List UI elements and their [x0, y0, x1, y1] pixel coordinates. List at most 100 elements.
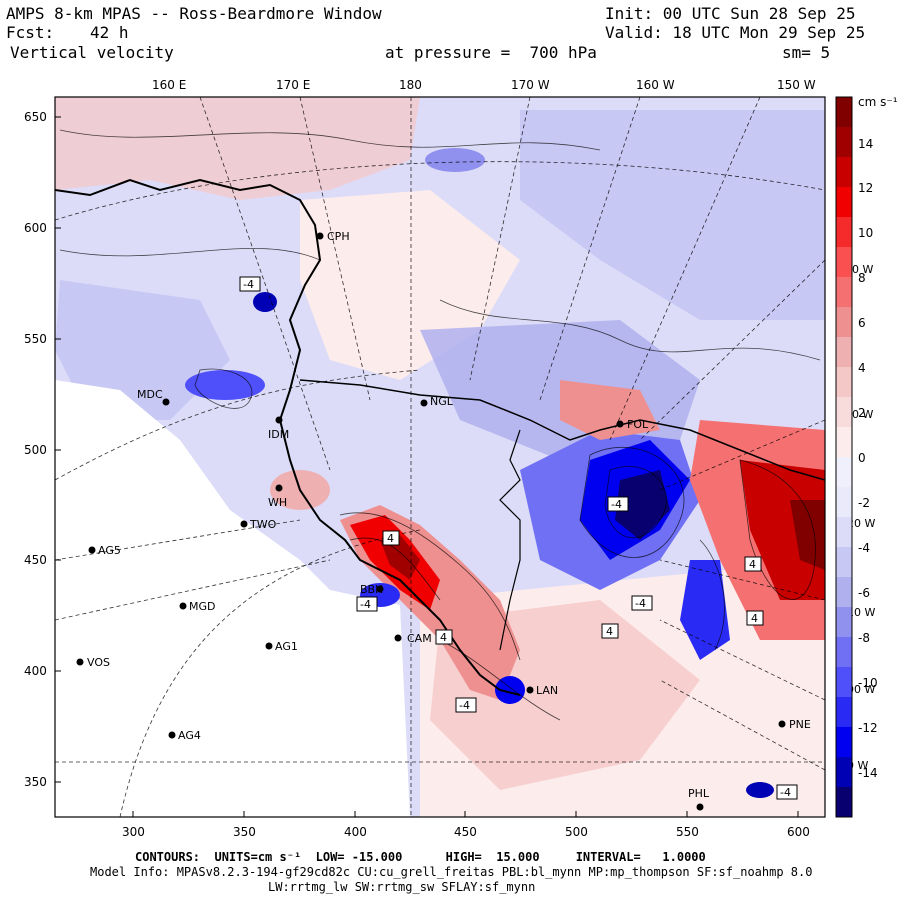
model-info: Model Info: MPASv8.2.3-194-gf29cd82c CU:… [90, 865, 813, 879]
ice-shelf-white [55, 380, 410, 817]
svg-text:MGD: MGD [189, 600, 216, 613]
init-time: Init: 00 UTC Sun 28 Sep 25 [605, 4, 856, 23]
svg-text:TWO: TWO [249, 518, 277, 531]
contour-label: -4 [776, 784, 798, 800]
lon-label-160w: 160 W [636, 78, 675, 92]
svg-text:4: 4 [751, 612, 758, 625]
contour-label: -4 [455, 697, 477, 713]
x-tick-label: 450 [454, 825, 477, 839]
colorbar-label: -4 [858, 541, 870, 555]
station-pne: PNE [778, 718, 811, 731]
svg-text:NGL: NGL [430, 395, 454, 408]
svg-text:VOS: VOS [87, 656, 110, 669]
colorbar-swatch [836, 697, 852, 728]
forecast-hour: 42 h [90, 23, 129, 42]
svg-text:4: 4 [387, 532, 394, 545]
pressure-level: at pressure = 700 hPa [385, 43, 597, 62]
x-tick-label: 500 [565, 825, 588, 839]
station-bbk: BBK [360, 583, 384, 596]
y-tick-label: 600 [24, 221, 47, 235]
colorbar-swatch [836, 457, 852, 488]
station-wh: WH [268, 484, 287, 509]
colorbar-label: 0 [858, 451, 866, 465]
svg-text:4: 4 [440, 631, 447, 644]
y-tick-label: 400 [24, 664, 47, 678]
colorbar-label: -2 [858, 496, 870, 510]
svg-text:CAM: CAM [407, 632, 432, 645]
colorbar-label: 2 [858, 406, 866, 420]
colorbar-label: -10 [858, 676, 878, 690]
y-tick-label: 350 [24, 775, 47, 789]
colorbar-swatch [836, 757, 852, 788]
station-lan: LAN [526, 684, 558, 697]
valid-time: Valid: 18 UTC Mon 29 Sep 25 [605, 23, 866, 42]
colorbar-swatch [836, 397, 852, 428]
svg-text:4: 4 [606, 625, 613, 638]
colorbar-swatch [836, 727, 852, 758]
contour-labels: -4 4 -4 4 -4 -4 4 -4 4 4 -4 [239, 276, 798, 800]
colorbar-swatch [836, 517, 852, 548]
colorbar-label: -12 [858, 721, 878, 735]
colorbar-swatch [836, 277, 852, 308]
colorbar-label: -6 [858, 586, 870, 600]
station-phl: PHL [688, 787, 710, 811]
colorbar-swatch [836, 547, 852, 578]
contour-label: 4 [601, 623, 619, 639]
station-fol: FOL [616, 418, 649, 431]
svg-text:4: 4 [749, 558, 756, 571]
contours-info: CONTOURS: UNITS=cm s⁻¹ LOW= -15.000 HIGH… [135, 850, 706, 864]
colorbar-swatch [836, 607, 852, 638]
colorbar-units: cm s⁻¹ [858, 95, 898, 109]
colorbar-swatch [836, 427, 852, 458]
x-tick-label: 400 [344, 825, 367, 839]
colorbar-swatch [836, 247, 852, 278]
station-idm: IDM [268, 416, 289, 441]
colorbar-swatch [836, 217, 852, 248]
station-mdc: MDC [137, 388, 170, 406]
svg-text:AG4: AG4 [178, 729, 201, 742]
svg-text:CPH: CPH [327, 230, 350, 243]
colorbar-swatch [836, 367, 852, 398]
colorbar-frame [835, 96, 853, 818]
svg-text:-4: -4 [360, 598, 371, 611]
colorbar-label: 12 [858, 181, 874, 195]
lon-label-160e: 160 E [152, 78, 187, 92]
colorbar-swatch [836, 577, 852, 608]
x-tick-label: 300 [122, 825, 145, 839]
station-markers: CPH MDC NGL IDM WH TWO AG5 MGD AG1 VOS A… [76, 230, 811, 811]
colorbar-label: 6 [858, 316, 866, 330]
colorbar-swatch [836, 187, 852, 218]
colorbar-swatch [836, 667, 852, 698]
y-tick-label: 650 [24, 110, 47, 124]
contour-label: -4 [607, 496, 629, 512]
colorbar-swatch [836, 307, 852, 338]
lon-label-150w: 150 W [777, 78, 816, 92]
field-name: Vertical velocity [10, 43, 174, 62]
svg-text:IDM: IDM [268, 428, 289, 441]
colorbar-swatch [836, 487, 852, 518]
colorbar-label: -14 [858, 766, 878, 780]
svg-text:-4: -4 [635, 597, 646, 610]
lon-label-170w: 170 W [511, 78, 550, 92]
contour-label: -4 [356, 596, 378, 612]
station-ag1: AG1 [265, 640, 298, 653]
colorbar-label: 4 [858, 361, 866, 375]
y-tick-label: 450 [24, 553, 47, 567]
svg-text:-4: -4 [243, 278, 254, 291]
colorbar-label: 14 [858, 137, 874, 151]
svg-text:FOL: FOL [627, 418, 649, 431]
station-vos: VOS [76, 656, 110, 669]
map-title: AMPS 8-km MPAS -- Ross-Beardmore Window [6, 4, 382, 23]
smoothing-value: sm= 5 [782, 43, 831, 62]
station-cam: CAM [394, 632, 432, 645]
model-info-physics: LW:rrtmg_lw SW:rrtmg_sw SFLAY:sf_mynn [268, 880, 536, 894]
contour-label: 4 [746, 610, 764, 626]
x-tick-label: 550 [676, 825, 699, 839]
colorbar [836, 97, 852, 818]
colorbar-swatch [836, 127, 852, 158]
x-tick-label: 600 [787, 825, 810, 839]
colorbar-label: -8 [858, 631, 870, 645]
map-frame [54, 96, 826, 818]
svg-text:AG5: AG5 [98, 544, 121, 557]
